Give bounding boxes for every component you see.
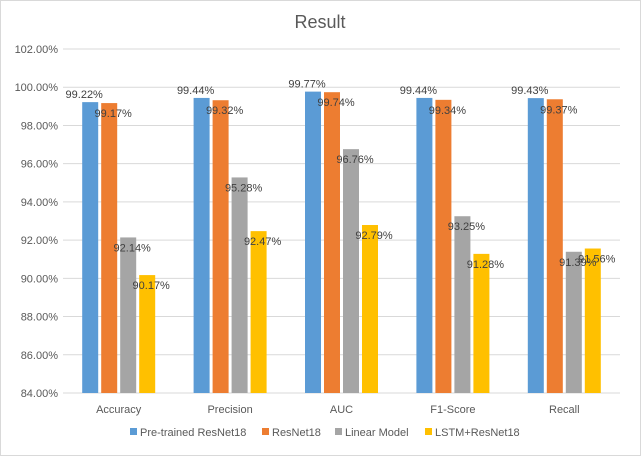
y-tick-label: 88.00% (21, 312, 59, 324)
legend-swatch (425, 428, 432, 435)
legend-label: ResNet18 (272, 427, 321, 439)
data-label: 91.28% (467, 259, 505, 271)
data-label: 99.37% (540, 104, 578, 116)
gridlines (63, 48, 620, 394)
x-tick-label: Recall (549, 404, 580, 416)
y-axis-ticks: 84.00% 86.00% 88.00% 90.00% 92.00% 94.00% 96.0… (15, 44, 59, 400)
bar (82, 102, 99, 393)
bar (305, 91, 321, 394)
bar (473, 253, 490, 393)
bar (584, 248, 601, 393)
bar (343, 149, 359, 393)
x-tick-label: AUC (330, 404, 353, 416)
bar (212, 100, 229, 394)
y-tick-label: 86.00% (21, 350, 59, 362)
y-tick-label: 92.00% (21, 235, 59, 247)
legend-swatch (262, 428, 269, 435)
data-label: 91.56% (578, 254, 616, 266)
legend-label: LSTM+ResNet18 (435, 427, 520, 439)
data-label: 99.44% (400, 85, 438, 97)
data-label: 99.17% (95, 108, 133, 120)
x-tick-label: F1-Score (430, 404, 475, 416)
x-axis-ticks: Accuracy Precision AUC F1-Score Recall (96, 404, 580, 416)
bar (416, 97, 433, 394)
x-tick-label: Precision (207, 404, 252, 416)
data-label: 99.74% (317, 97, 355, 109)
data-label: 99.77% (288, 79, 326, 91)
x-tick-label: Accuracy (96, 404, 142, 416)
chart-title: Result (294, 12, 345, 32)
bar (101, 103, 118, 393)
data-label: 99.32% (206, 105, 244, 117)
bar (193, 97, 210, 394)
y-tick-label: 84.00% (21, 388, 59, 400)
data-label: 99.34% (429, 105, 467, 117)
data-label: 99.22% (66, 89, 104, 101)
data-label: 93.25% (448, 221, 486, 233)
data-label: 99.43% (511, 85, 549, 97)
bar (324, 92, 340, 394)
data-label: 96.76% (336, 154, 374, 166)
y-tick-label: 96.00% (21, 159, 59, 171)
bar (454, 216, 471, 393)
y-tick-label: 90.00% (21, 273, 59, 285)
bar (546, 99, 563, 394)
legend: Pre-trained ResNet18 ResNet18 Linear Model… (130, 427, 520, 439)
data-label: 95.28% (225, 182, 263, 194)
bar (527, 98, 544, 394)
legend-label: Linear Model (345, 427, 409, 439)
bar (120, 237, 137, 393)
y-tick-label: 102.00% (15, 44, 59, 56)
legend-label: Pre-trained ResNet18 (140, 427, 246, 439)
data-label: 92.79% (355, 230, 393, 242)
data-label: 99.44% (177, 85, 215, 97)
bar (435, 99, 452, 393)
bar (250, 231, 267, 393)
data-label: 90.17% (133, 280, 171, 292)
legend-swatch (130, 428, 137, 435)
bar (231, 177, 248, 393)
bar (565, 251, 582, 393)
data-labels: 99.22% 99.17% 92.14% 90.17% 99.44% 99.32% 95.2… (66, 79, 616, 292)
bars (82, 91, 601, 394)
y-tick-label: 98.00% (21, 120, 59, 132)
bar (139, 275, 156, 393)
data-label: 92.14% (114, 242, 152, 254)
data-label: 92.47% (244, 236, 282, 248)
legend-swatch (335, 428, 342, 435)
data-label: 91.39% (559, 257, 597, 269)
y-tick-label: 100.00% (15, 82, 59, 94)
bar (362, 225, 378, 393)
y-tick-label: 94.00% (21, 197, 59, 209)
